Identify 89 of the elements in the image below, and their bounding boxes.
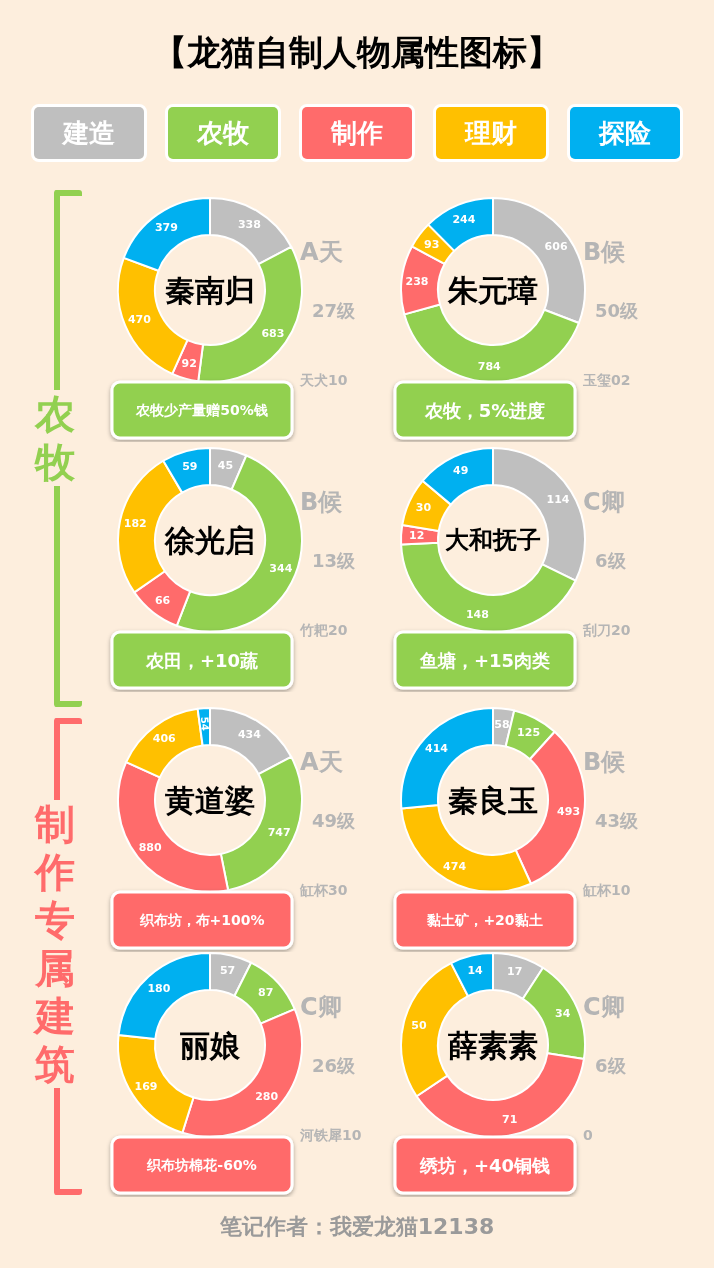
data-label: 747	[267, 826, 291, 840]
legend-label: 探险	[592, 107, 658, 159]
text: 朱元璋	[447, 272, 538, 308]
text: 竹耙20	[299, 622, 348, 638]
text: 徐光启	[164, 522, 255, 558]
data-label: 169	[134, 1080, 158, 1094]
text: 农牧少产量赠50%钱	[135, 402, 268, 418]
data-label: 34	[555, 1007, 571, 1021]
data-label: 57	[219, 964, 236, 978]
data-label: 414	[424, 741, 449, 755]
legend-label: 理财	[458, 107, 524, 159]
data-label: 93	[424, 237, 440, 251]
data-label: 470	[127, 312, 152, 326]
data-label: 58	[494, 717, 510, 731]
data-label: 493	[557, 805, 581, 819]
data-label: 45	[217, 458, 234, 472]
data-label: 784	[477, 359, 502, 373]
data-label: 30	[415, 501, 432, 515]
text: 农田，+10蔬	[144, 649, 259, 671]
data-label: 434	[237, 727, 262, 741]
text: 河铁犀10	[299, 1127, 362, 1143]
text: 49级	[312, 809, 357, 831]
data-label: 125	[517, 725, 541, 739]
text: 丽娘	[179, 1027, 241, 1063]
text: 黏土矿，+20黏土	[426, 912, 543, 928]
text: 【龙猫自制人物属性图标】	[152, 31, 562, 74]
text: 43级	[595, 809, 640, 831]
data-label: 114	[546, 493, 570, 507]
data-label: 238	[405, 274, 429, 288]
text: B候	[583, 238, 627, 266]
text: 笔记作者：我爱龙猫12138	[218, 1213, 496, 1241]
data-label: 182	[123, 517, 147, 531]
text: 26级	[312, 1054, 357, 1076]
legend-label: 制作	[324, 107, 390, 159]
text: 鱼塘，+15肉类	[418, 649, 551, 671]
text: 缸杯30	[299, 882, 348, 898]
text: 13级	[312, 549, 357, 571]
text: C卿	[300, 993, 342, 1021]
text: 50级	[595, 299, 640, 321]
legend-label: 农牧	[190, 107, 256, 159]
data-label: 49	[453, 464, 469, 478]
text: 农牧，5%进度	[423, 399, 546, 421]
text: 绣坊，+40铜钱	[418, 1154, 551, 1176]
data-label: 59	[182, 459, 198, 473]
text: 织布坊棉花-60%	[146, 1157, 257, 1173]
text: A天	[300, 748, 343, 776]
text: 玉玺02	[582, 372, 631, 388]
data-label: 338	[237, 217, 261, 231]
data-label: 54	[198, 716, 211, 732]
data-label: 244	[452, 212, 476, 226]
data-label: 66	[154, 593, 171, 607]
data-label: 87	[258, 986, 274, 1000]
text: 27级	[312, 299, 357, 321]
text: 黄道婆	[165, 782, 255, 818]
text: 制作专属建筑	[30, 800, 80, 1088]
legend-label: 建造	[56, 107, 122, 159]
text: C卿	[583, 993, 625, 1021]
text: 薛素素	[448, 1027, 538, 1063]
data-label: 71	[502, 1113, 518, 1127]
data-label: 17	[507, 965, 523, 979]
text: 6级	[595, 549, 627, 571]
data-label: 683	[261, 327, 285, 341]
text: 6级	[595, 1054, 627, 1076]
text: C卿	[583, 488, 625, 516]
data-label: 606	[544, 240, 568, 254]
text: 刮刀20	[582, 622, 631, 638]
data-label: 344	[269, 562, 293, 576]
data-label: 14	[467, 964, 484, 978]
text: 大和抚子	[445, 526, 541, 554]
text: 织布坊，布+100%	[138, 912, 265, 928]
text: 秦良玉	[448, 782, 538, 818]
text: B候	[300, 488, 344, 516]
data-label: 280	[255, 1089, 279, 1103]
data-label: 474	[443, 859, 467, 873]
data-label: 379	[154, 220, 178, 234]
text: 秦南归	[165, 272, 255, 308]
data-label: 406	[152, 732, 177, 746]
text: A天	[300, 238, 343, 266]
data-label: 50	[411, 1019, 427, 1033]
text: 天犬10	[299, 372, 348, 388]
text: 0	[583, 1127, 593, 1143]
text: 缸杯10	[582, 882, 631, 898]
text: 农牧	[30, 390, 80, 486]
data-label: 12	[408, 529, 425, 543]
text: B候	[583, 748, 627, 776]
data-label: 880	[138, 841, 162, 855]
data-label: 92	[181, 357, 197, 371]
data-label: 148	[465, 608, 489, 622]
data-label: 180	[147, 981, 171, 995]
